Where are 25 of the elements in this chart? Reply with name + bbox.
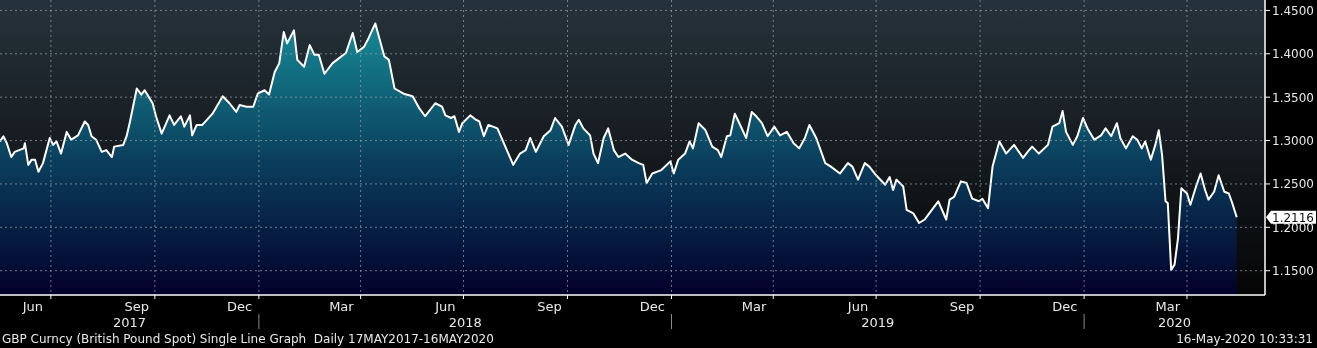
y-tick-label: 1.2500 [1272,177,1314,192]
x-tick-label: Sep [124,299,150,314]
y-tick-label: 1.3500 [1272,90,1314,105]
y-tick-label: 1.4500 [1272,3,1314,18]
y-tick-label: 1.2000 [1272,220,1314,235]
x-tick-label: Sep [949,299,975,314]
text: 2020 [1158,315,1192,330]
x-tick-label: Mar [329,299,355,314]
text: 2018 [448,315,482,330]
y-tick-label: 1.1500 [1272,264,1314,279]
text: GBP Curncy (British Pound Spot) Single Line Graph Daily 17MAY2017-16MAY2020 [2,332,494,346]
text: 2019 [861,315,895,330]
x-tick-label: Jun [846,299,869,314]
y-tick-label: 1.4000 [1272,47,1314,62]
x-tick-label: Mar [1155,299,1181,314]
x-tick-label: Dec [227,299,253,314]
y-tick-label: 1.3000 [1272,134,1314,149]
x-tick-label: Jun [434,299,456,314]
x-tick-label: Mar [741,299,767,314]
x-tick-label: Sep [537,299,562,314]
x-tick-label: Jun [21,299,43,314]
text: 2017 [112,315,146,330]
x-tick-label: Dec [1052,299,1078,314]
x-tick-label: Dec [639,299,665,314]
text: 16-May-2020 10:33:31 [1176,332,1313,346]
